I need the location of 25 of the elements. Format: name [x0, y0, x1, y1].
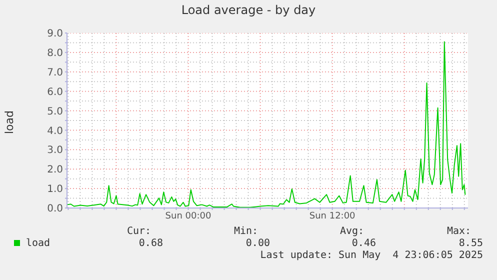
y-tick-label: 6.0 [47, 86, 63, 98]
text: 0.46 [352, 238, 376, 249]
x-tick-label: Sun 12:00 [309, 211, 356, 222]
chart-title: Load average - by day [180, 3, 317, 17]
y-tick-label: 4.0 [47, 126, 63, 137]
y-tick-label: 5.0 [47, 106, 63, 118]
y-tick-label: 1.0 [47, 184, 63, 196]
y-tick-label: 8.0 [47, 48, 63, 59]
y-tick-label: 3.0 [47, 145, 63, 156]
text: 0.68 [138, 238, 163, 249]
y-tick-label: 2.0 [47, 164, 63, 176]
text: Cur: [127, 226, 152, 237]
y-tick-label: 0.0 [47, 204, 63, 215]
text: Last update: Sun May 4 23:06:05 2025 [260, 250, 483, 261]
legend-label: load [26, 238, 50, 249]
y-axis-title: load [3, 110, 16, 134]
line-series [67, 41, 466, 208]
y-tick-label: 9.0 [47, 28, 63, 40]
x-tick-label: Sun 00:00 [165, 211, 212, 222]
text: Avg: [340, 226, 364, 237]
y-tick-label: 7.0 [47, 67, 63, 78]
text: Min: [234, 226, 258, 237]
text: Max: [447, 226, 472, 237]
text: 0.00 [246, 238, 270, 249]
text: 8.55 [458, 238, 483, 249]
